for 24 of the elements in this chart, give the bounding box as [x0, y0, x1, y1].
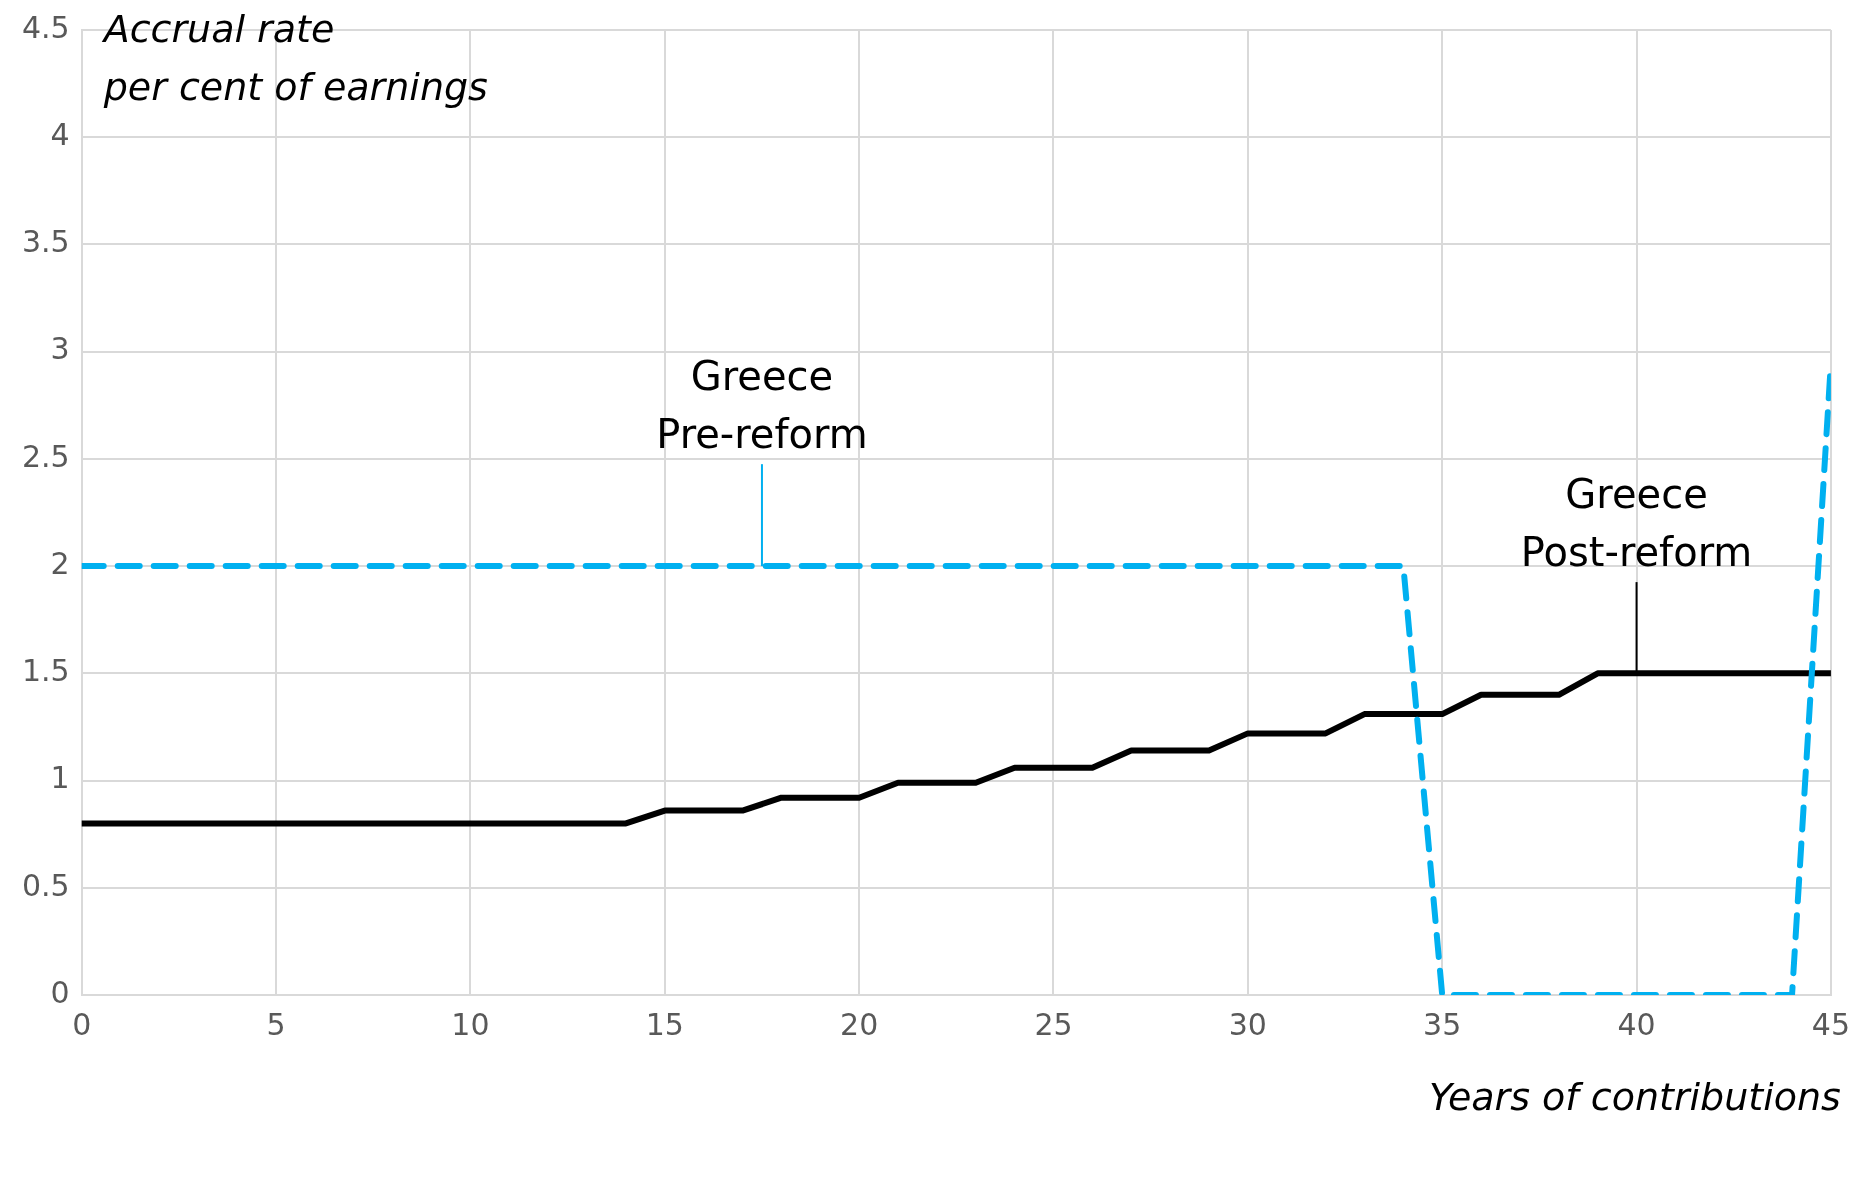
x-tick-label: 10	[451, 1006, 490, 1042]
x-axis-title: Years of contributions	[1428, 1075, 1841, 1119]
y-tick-label: 2	[50, 545, 70, 581]
y-tick-label: 3.5	[21, 224, 70, 260]
y-tick-label: 0.5	[21, 867, 70, 903]
y-tick-label: 2.5	[21, 438, 70, 474]
x-tick-label: 25	[1034, 1006, 1073, 1042]
text: Greece Pre-reform	[656, 353, 868, 458]
y-tick-label: 1.5	[21, 653, 70, 689]
x-tick-label: 20	[840, 1006, 879, 1042]
x-tick-label: 45	[1811, 1006, 1851, 1042]
y-tick-label: 1	[50, 760, 70, 796]
x-tick-label: 15	[645, 1006, 684, 1042]
y-tick-label: 4	[50, 117, 70, 153]
y-axis-title: Accrual rate per cent of earnings	[100, 7, 488, 109]
x-tick-label: 40	[1617, 1006, 1656, 1042]
text: Greece Post-reform	[1520, 471, 1753, 576]
x-tick-label: 30	[1228, 1006, 1267, 1042]
x-tick-label: 0	[72, 1006, 92, 1042]
y-tick-label: 0	[50, 974, 70, 1010]
y-tick-label: 3	[50, 331, 70, 367]
x-tick-label: 35	[1423, 1006, 1462, 1042]
x-tick-label: 5	[266, 1006, 286, 1042]
y-tick-label: 4.5	[21, 9, 70, 45]
